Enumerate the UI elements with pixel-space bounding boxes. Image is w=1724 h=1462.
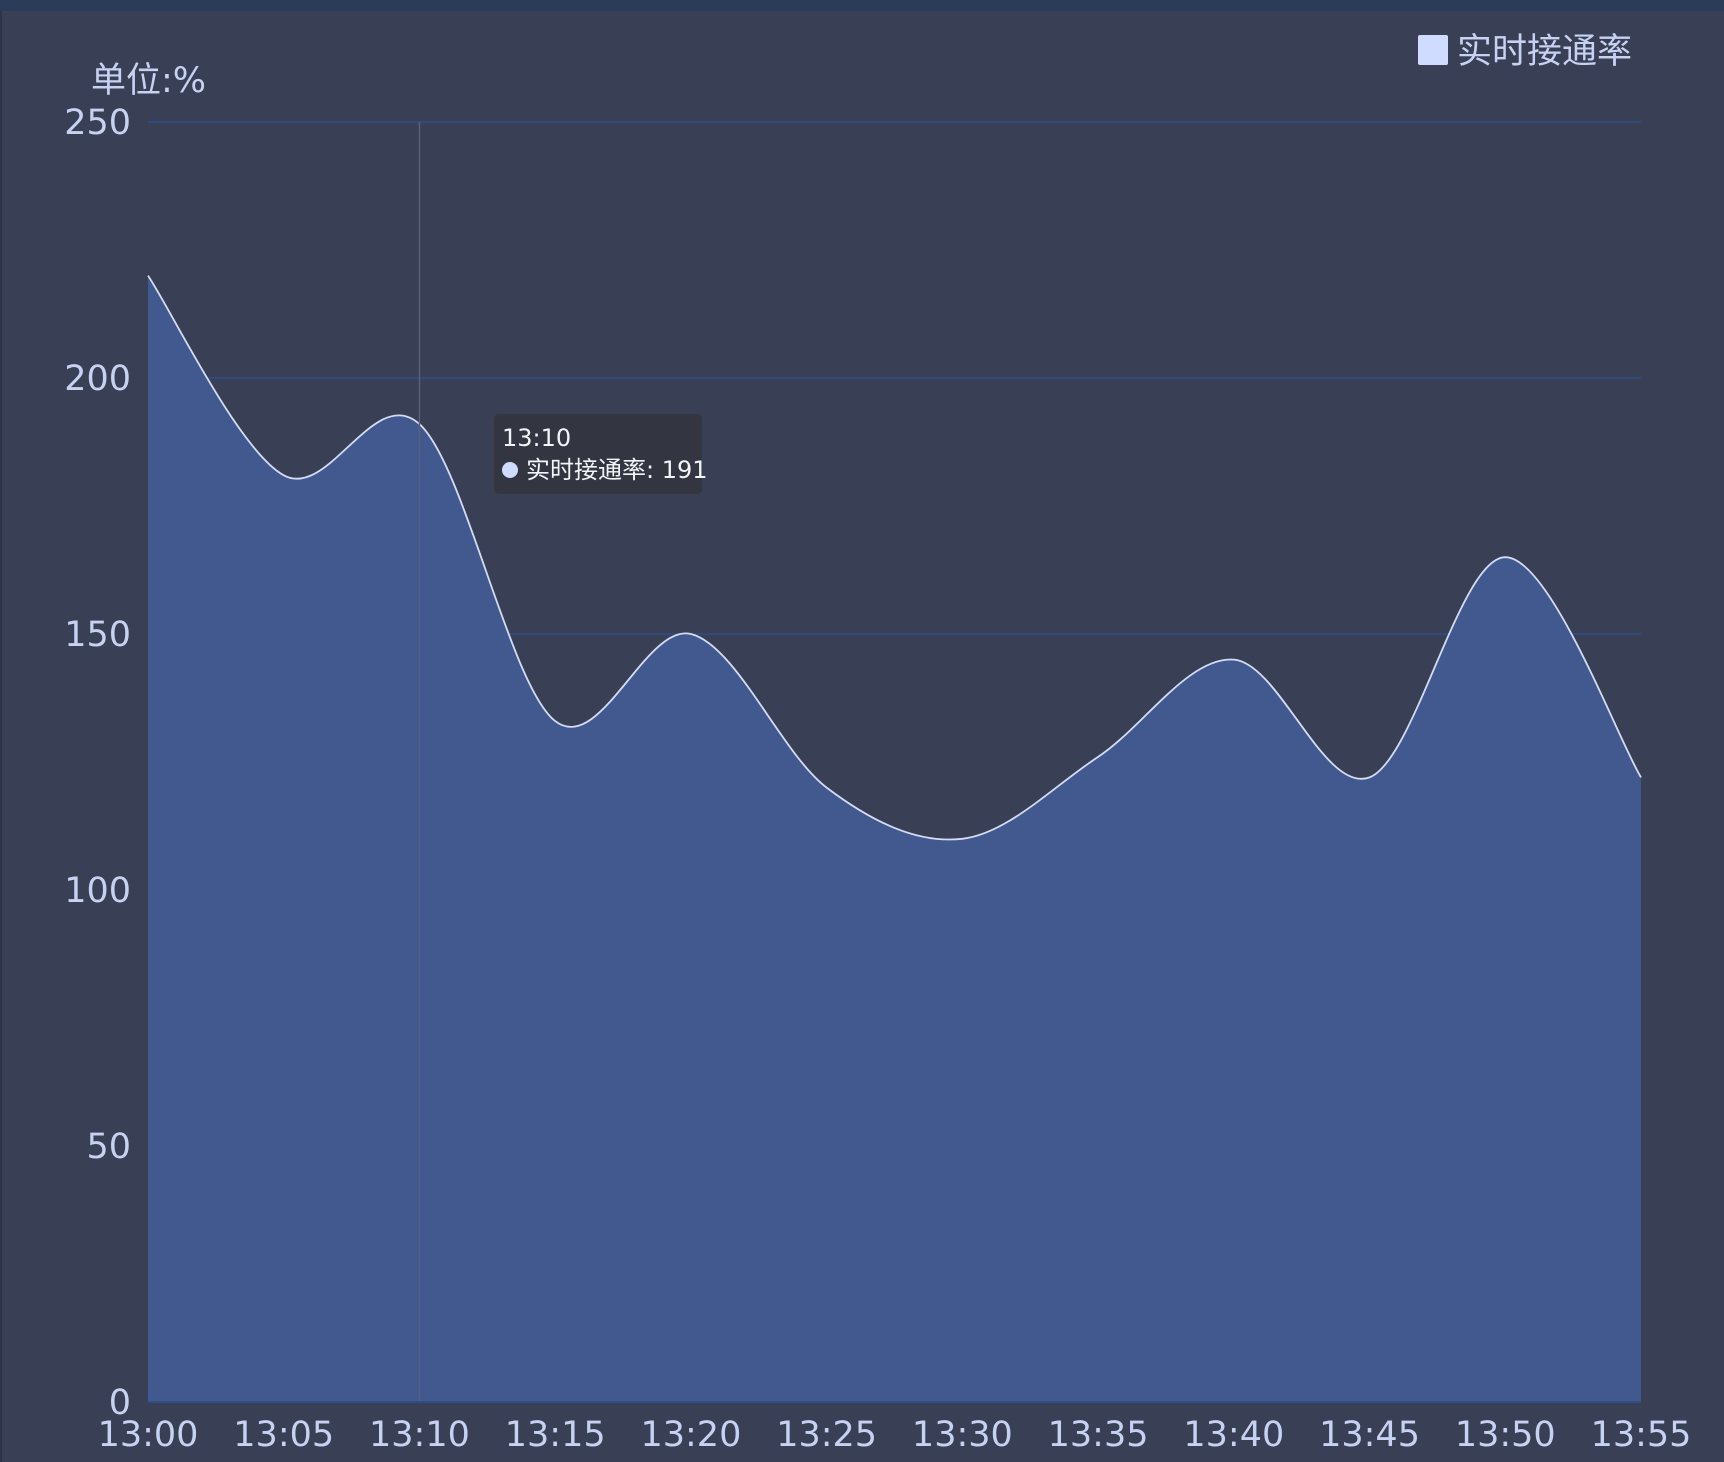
y-tick-label: 100 bbox=[64, 871, 131, 911]
axes: 0 50 100 150 200 250 13:00 13:05 13:10 13:15 13:20… bbox=[64, 103, 1691, 1455]
y-tick-label: 250 bbox=[64, 103, 131, 143]
x-tick-label: 13:30 bbox=[912, 1415, 1013, 1455]
top-border bbox=[0, 0, 1724, 11]
tooltip-value: 实时接通率: 191 bbox=[526, 456, 708, 484]
x-tick-label: 13:05 bbox=[233, 1415, 334, 1455]
y-tick-label: 0 bbox=[109, 1383, 131, 1423]
x-tick-label: 13:45 bbox=[1319, 1415, 1420, 1455]
x-tick-label: 13:00 bbox=[98, 1415, 199, 1455]
legend-swatch bbox=[1418, 35, 1448, 65]
y-axis-unit-label: 单位:% bbox=[91, 61, 206, 101]
x-tick-label: 13:35 bbox=[1048, 1415, 1149, 1455]
legend-label: 实时接通率 bbox=[1457, 32, 1632, 72]
x-tick-label: 13:15 bbox=[505, 1415, 606, 1455]
tooltip: 13:10 实时接通率: 191 bbox=[494, 414, 708, 494]
chart-left-edge bbox=[0, 11, 2, 1462]
y-tick-label: 150 bbox=[64, 615, 131, 655]
y-tick-label: 50 bbox=[86, 1127, 131, 1167]
x-tick-label: 13:20 bbox=[640, 1415, 741, 1455]
series-line bbox=[147, 275, 1642, 841]
x-tick-label: 13:40 bbox=[1183, 1415, 1284, 1455]
x-tick-label: 13:55 bbox=[1591, 1415, 1692, 1455]
x-tick-label: 13:50 bbox=[1455, 1415, 1556, 1455]
x-tick-label: 13:10 bbox=[369, 1415, 470, 1455]
x-tick-label: 13:25 bbox=[776, 1415, 877, 1455]
tooltip-series-dot bbox=[502, 462, 518, 478]
legend[interactable]: 实时接通率 bbox=[1418, 32, 1632, 72]
tooltip-background bbox=[494, 414, 702, 494]
area-fill bbox=[148, 275, 1641, 1403]
tooltip-category: 13:10 bbox=[502, 424, 571, 452]
area-series bbox=[147, 275, 1642, 1403]
y-tick-label: 200 bbox=[64, 359, 131, 399]
